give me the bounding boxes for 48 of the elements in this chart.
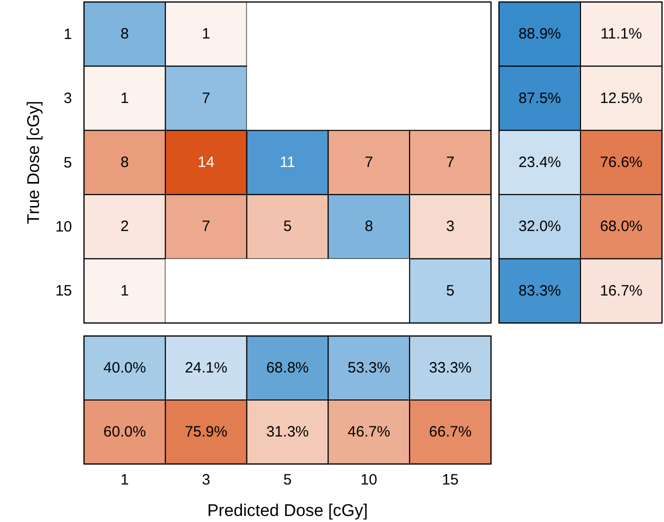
x-tick-label: 1	[120, 472, 129, 489]
data-label: 3	[446, 218, 454, 236]
data-label: 8	[120, 26, 129, 43]
y-tick-label: 1	[64, 26, 72, 43]
x-tick-label: 15	[442, 472, 459, 489]
data-label: 83.3%	[518, 282, 562, 300]
data-label: 8	[120, 154, 129, 171]
data-label: 75.9%	[184, 424, 228, 440]
data-label: 7	[202, 218, 210, 236]
y-tick-label: 15	[55, 282, 72, 300]
x-tick-label: 3	[202, 472, 210, 489]
data-label: 8	[364, 218, 374, 236]
y-axis-title: True Dose [cGy]	[24, 100, 43, 224]
data-label: 1	[202, 26, 210, 43]
x-tick-label: 10	[360, 472, 378, 489]
data-label: 5	[283, 218, 292, 236]
data-label: 40.0%	[103, 360, 146, 376]
data-label: 76.6%	[600, 154, 643, 171]
data-label: 24.1%	[184, 360, 228, 376]
x-tick-label: 5	[283, 472, 292, 489]
x-axis-title: Predicted Dose [cGy]	[207, 501, 368, 520]
data-label: 23.4%	[518, 154, 562, 171]
data-label: 11.1%	[600, 26, 642, 43]
data-label: 88.9%	[518, 26, 562, 43]
data-label: 7	[364, 154, 374, 171]
data-label: 16.7%	[600, 282, 643, 300]
data-label: 87.5%	[518, 90, 562, 107]
data-label: 2	[120, 218, 129, 236]
data-label: 33.3%	[429, 360, 472, 376]
data-label: 11	[280, 154, 296, 171]
data-label: 66.7%	[429, 424, 472, 440]
data-label: 60.0%	[103, 424, 146, 440]
data-label: 46.7%	[348, 424, 390, 440]
data-label: 7	[202, 90, 210, 107]
data-label: 32.0%	[518, 218, 562, 236]
data-label: 14	[198, 154, 214, 171]
data-label: 68.8%	[266, 360, 309, 376]
y-tick-label: 10	[55, 218, 72, 236]
data-label: 1	[120, 90, 129, 107]
data-label: 53.3%	[348, 360, 390, 376]
y-tick-label: 3	[64, 90, 72, 108]
data-label: 12.5%	[600, 90, 643, 107]
data-label: 1	[120, 282, 129, 300]
data-label: 68.0%	[600, 218, 643, 236]
data-label: 7	[446, 154, 454, 171]
y-tick-label: 5	[64, 154, 72, 172]
data-label: 31.3%	[266, 424, 309, 440]
data-label: 5	[446, 282, 454, 300]
